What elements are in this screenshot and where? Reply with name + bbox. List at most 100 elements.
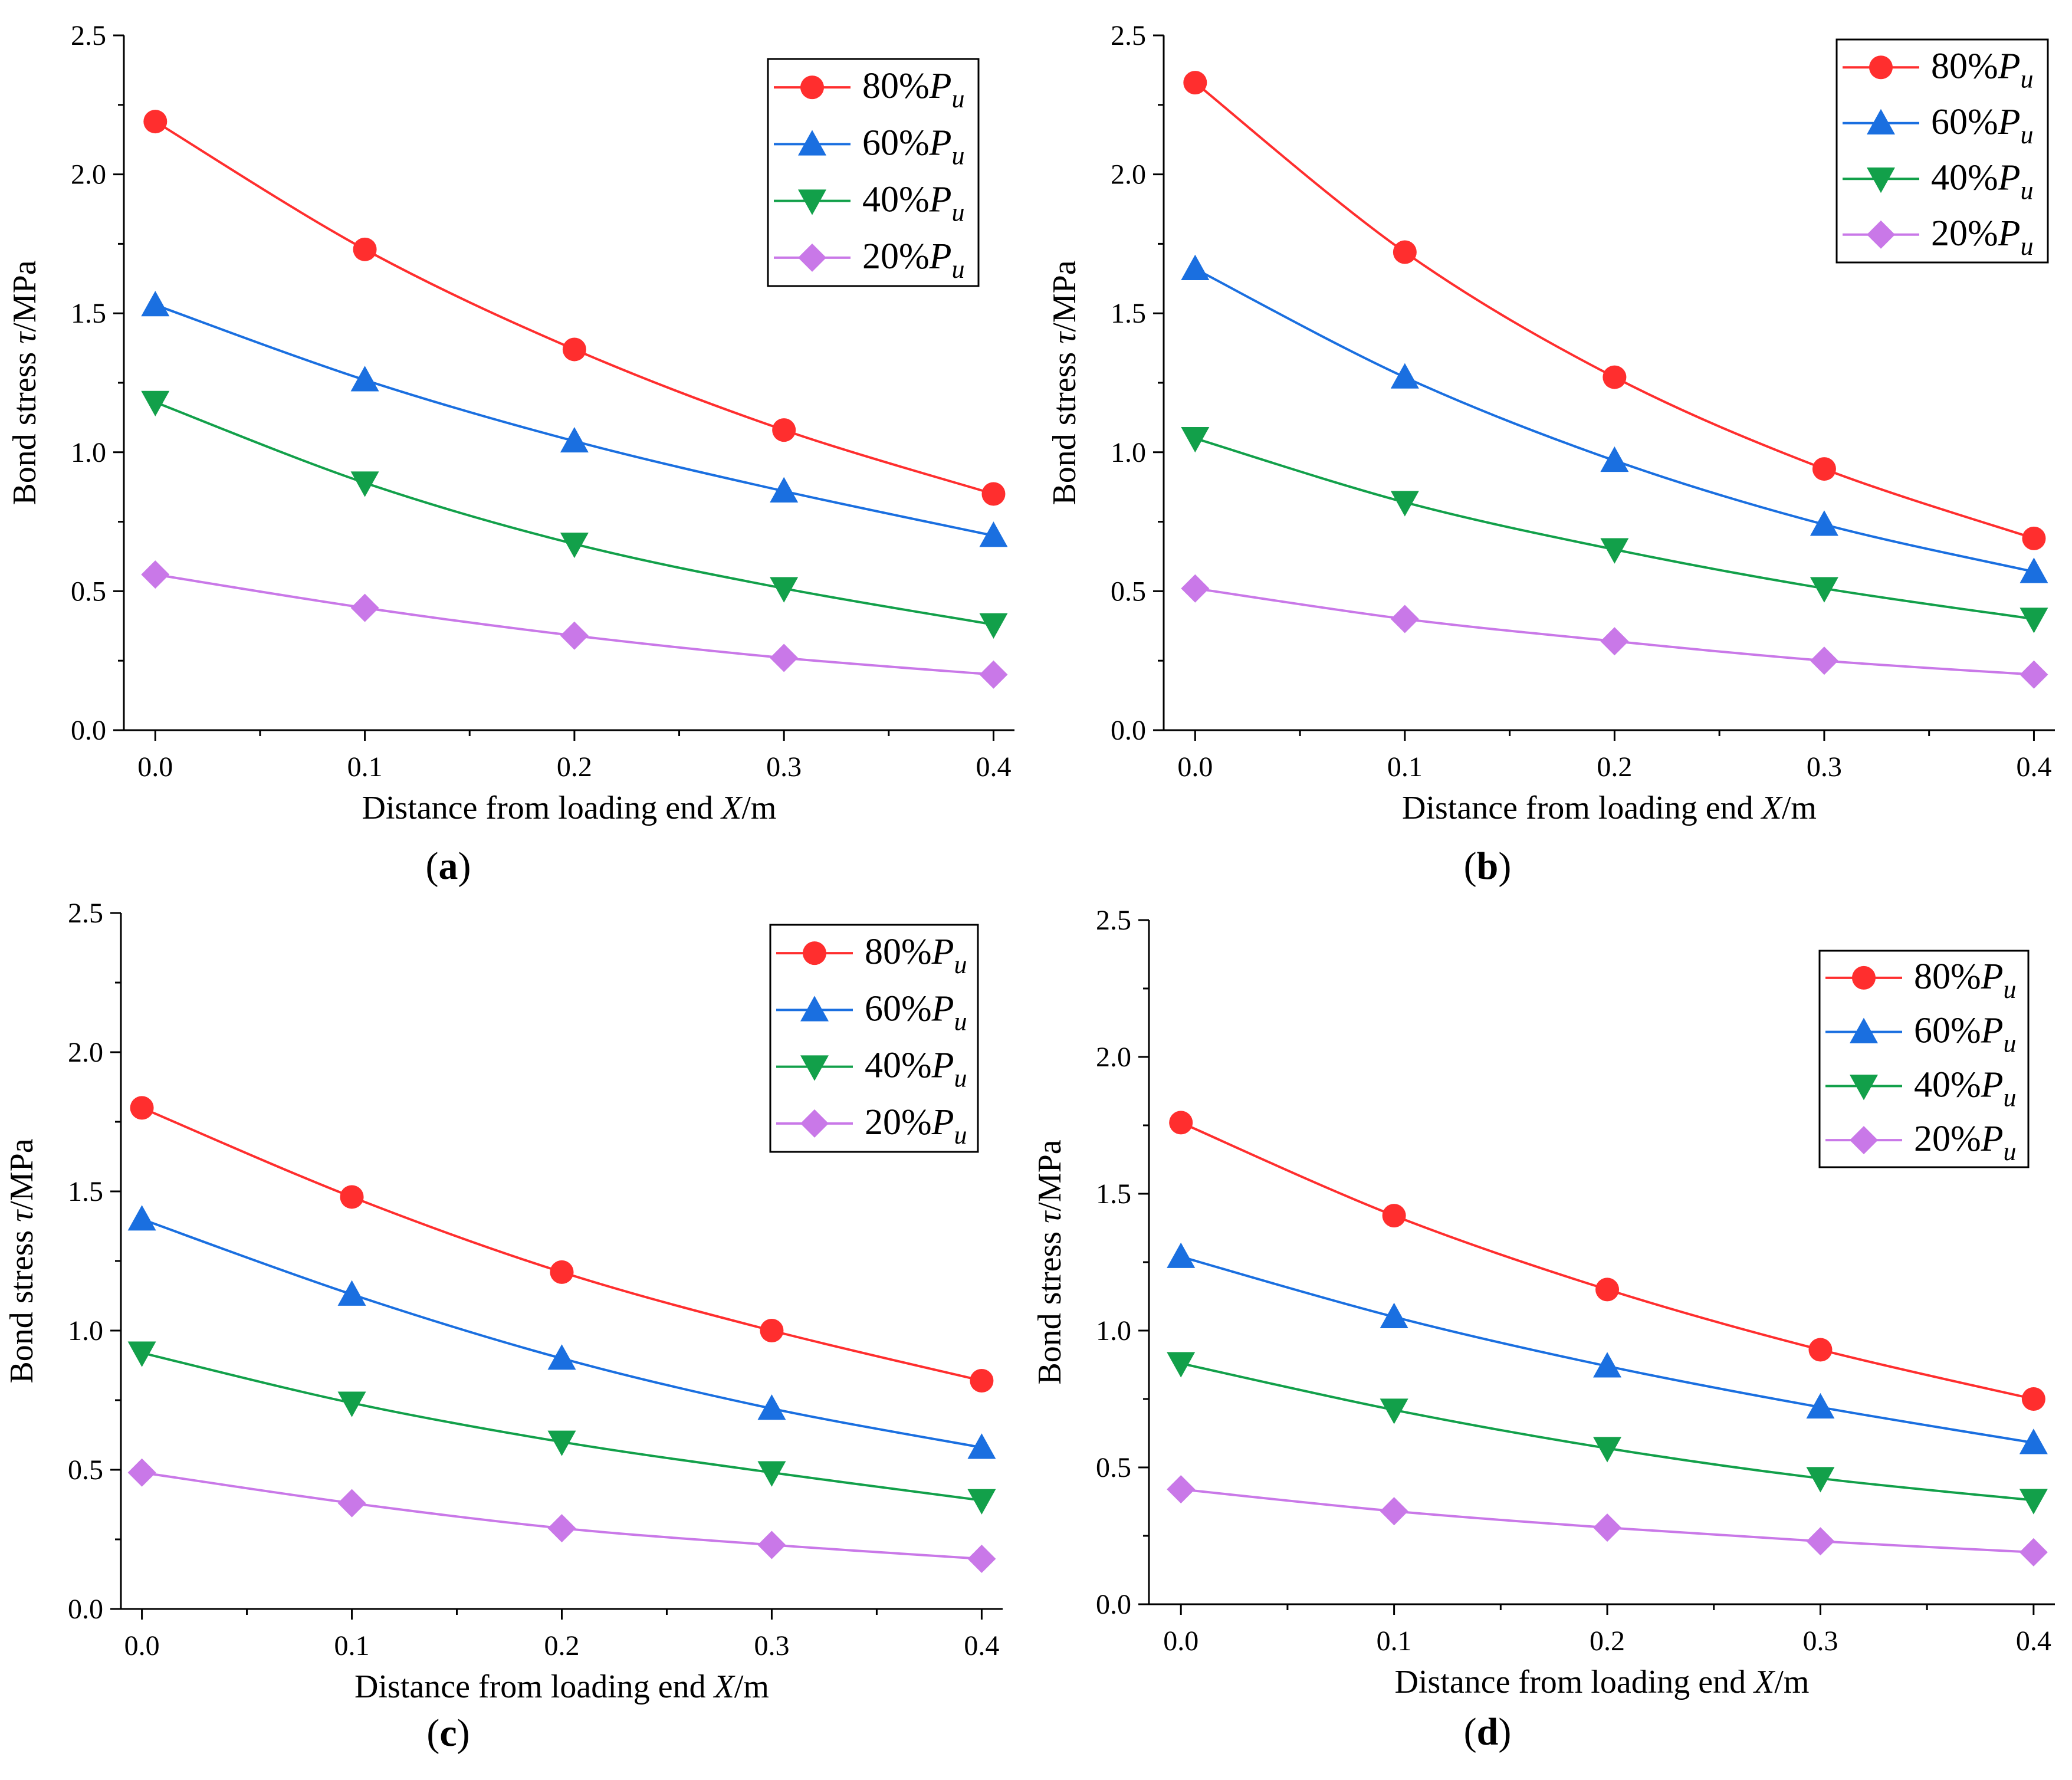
- y-tick-label: 0.5: [71, 576, 106, 607]
- legend-label: 20%Pu: [865, 1102, 967, 1150]
- chart-panel-d: 0.0 0.5 1.0 1.5 2.0 2.5 0.0 0.1 0.2 0.3 0.4 Distanc…: [1032, 905, 2055, 1753]
- legend-box: [1818, 950, 2030, 1168]
- x-tick-label: 0.4: [976, 751, 1011, 783]
- y-tick-label: 1.0: [1111, 437, 1146, 468]
- legend-label: 80%Pu: [1931, 46, 2034, 93]
- data-point: [1181, 427, 1210, 453]
- x-tick-label: 0.0: [1163, 1625, 1198, 1657]
- data-point: [353, 237, 377, 261]
- data-point: [1810, 510, 1838, 536]
- data-point: [141, 560, 170, 589]
- x-tick-label: 0.4: [2016, 1625, 2051, 1657]
- y-tick-label: 2.5: [68, 898, 103, 929]
- legend-marker: [1867, 168, 1895, 193]
- data-point: [1806, 1527, 1835, 1556]
- data-point: [143, 110, 168, 134]
- legend-label: 60%Pu: [1914, 1011, 2017, 1058]
- x-tick-label: 0.4: [2016, 751, 2051, 783]
- data-point: [1593, 1437, 1622, 1463]
- legend-label: 40%Pu: [1931, 157, 2034, 205]
- y-tick-label: 2.0: [68, 1037, 103, 1068]
- data-point: [967, 1433, 996, 1459]
- data-point: [1808, 1338, 1833, 1362]
- data-point: [1181, 574, 1210, 603]
- data-point: [979, 660, 1008, 689]
- legend-marker: [800, 1109, 829, 1138]
- y-tick-label: 0.0: [68, 1594, 103, 1625]
- y-tick-label: 1.0: [1096, 1315, 1131, 1347]
- data-point: [1806, 1467, 1835, 1493]
- data-point: [1390, 491, 1419, 517]
- y-tick-label: 1.5: [1111, 298, 1146, 329]
- data-point: [1167, 1475, 1196, 1504]
- x-tick-label: 0.2: [1590, 1625, 1625, 1657]
- data-point: [1380, 1302, 1408, 1328]
- legend-marker: [1850, 1126, 1878, 1155]
- legend: 80%Pu 60%Pu 40%Pu 20%Pu: [767, 58, 980, 287]
- legend-marker: [798, 189, 826, 215]
- legend-marker: [1850, 1017, 1878, 1043]
- legend-label: 60%Pu: [862, 123, 965, 170]
- data-point: [340, 1185, 364, 1209]
- data-point: [772, 418, 796, 442]
- legend-label: 40%Pu: [862, 180, 965, 227]
- x-tick-label: 0.3: [1802, 1625, 1838, 1657]
- chart-panel-a: 0.0 0.5 1.0 1.5 2.0 2.5 0.0 0.1 0.2 0.3 0.4 Distanc…: [6, 20, 1014, 888]
- data-point: [1812, 457, 1836, 481]
- legend-box: [767, 58, 980, 287]
- x-tick-label: 0.3: [754, 1630, 789, 1661]
- x-tick-label: 0.4: [964, 1630, 999, 1661]
- legend-label: 60%Pu: [865, 988, 967, 1036]
- data-point: [2020, 557, 2048, 583]
- data-point: [337, 1391, 366, 1417]
- data-point: [560, 533, 589, 559]
- data-point: [967, 1545, 996, 1574]
- data-point: [1167, 1352, 1196, 1378]
- series-line-60%Pu: [141, 1218, 982, 1449]
- legend-label: 40%Pu: [1914, 1065, 2017, 1112]
- legend-label: 80%Pu: [865, 932, 967, 979]
- y-tick-label: 2.5: [71, 20, 106, 51]
- data-point: [547, 1514, 576, 1543]
- y-axis-title: Bond stress τ/MPa: [1032, 1139, 1068, 1384]
- data-point: [1167, 1242, 1196, 1268]
- data-point: [127, 1458, 156, 1487]
- data-point: [1183, 71, 1207, 95]
- x-tick-label: 0.0: [124, 1630, 160, 1661]
- legend-label: 20%Pu: [1914, 1119, 2017, 1166]
- data-point: [1593, 1352, 1622, 1378]
- legend-marker: [800, 75, 824, 100]
- data-point: [1380, 1398, 1408, 1424]
- data-point: [550, 1260, 574, 1284]
- data-point: [1593, 1513, 1622, 1542]
- data-point: [1595, 1277, 1620, 1302]
- data-point: [2019, 1489, 2048, 1515]
- legend-label: 60%Pu: [1931, 102, 2034, 149]
- y-tick-label: 2.0: [1111, 159, 1146, 191]
- data-point: [770, 577, 799, 603]
- panel-caption: (c): [426, 1712, 469, 1755]
- data-point: [1181, 254, 1210, 281]
- x-tick-label: 0.1: [334, 1630, 370, 1661]
- y-tick-label: 1.5: [1096, 1178, 1131, 1210]
- y-tick-label: 2.5: [1111, 20, 1146, 51]
- data-point: [1600, 446, 1629, 472]
- data-point: [2022, 526, 2046, 550]
- panel-caption: (b): [1464, 845, 1512, 888]
- data-point: [1810, 646, 1838, 675]
- data-point: [141, 291, 170, 317]
- data-point: [562, 337, 586, 362]
- y-tick-label: 0.0: [1096, 1589, 1131, 1620]
- y-tick-label: 0.5: [68, 1454, 103, 1486]
- panel-caption: (a): [426, 845, 471, 888]
- data-point: [130, 1096, 154, 1120]
- series-line-60%Pu: [1194, 268, 2034, 573]
- legend: 80%Pu 60%Pu 40%Pu 20%Pu: [769, 924, 979, 1153]
- x-axis-title: Distance from loading end X/m: [362, 790, 777, 826]
- y-tick-label: 2.5: [1096, 905, 1131, 936]
- data-point: [1806, 1393, 1835, 1419]
- legend-label: 20%Pu: [1931, 214, 2034, 261]
- y-axis-title: Bond stress τ/MPa: [1046, 260, 1083, 505]
- legend: 80%Pu 60%Pu 40%Pu 20%Pu: [1818, 950, 2030, 1168]
